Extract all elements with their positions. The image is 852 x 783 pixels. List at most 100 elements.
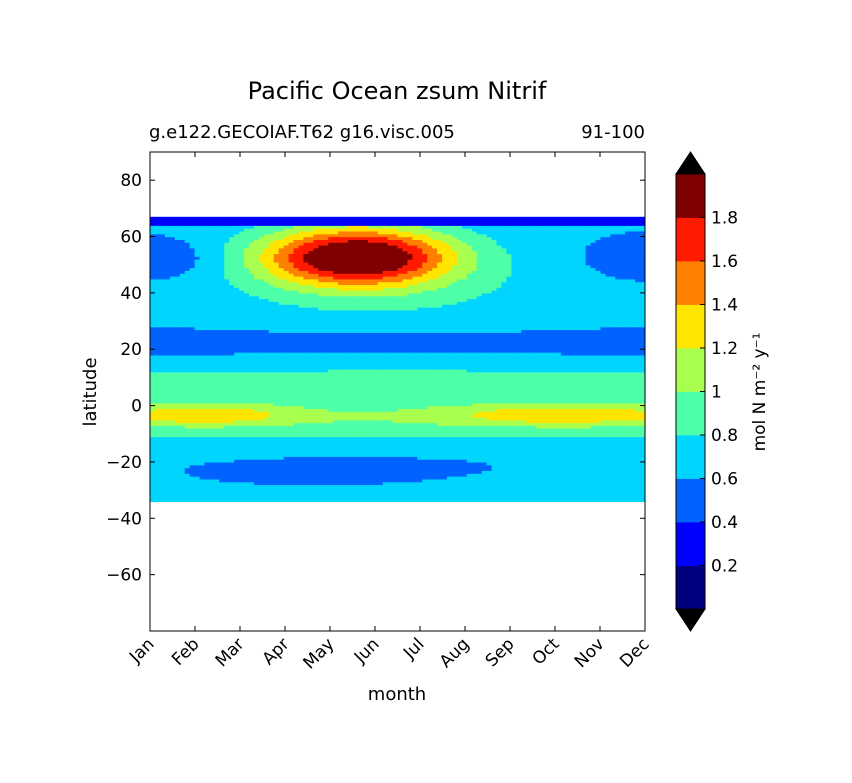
contour-cell [258, 495, 265, 500]
contour-cell [150, 470, 156, 474]
contour-cell [600, 490, 606, 494]
contour-cell [437, 408, 443, 412]
contour-cell [491, 388, 498, 393]
contour-cell [511, 416, 517, 421]
contour-cell [239, 397, 245, 401]
contour-cell [635, 397, 641, 401]
contour-cell [481, 419, 488, 424]
contour-cell [204, 377, 210, 381]
contour-cell [620, 425, 626, 429]
contour-cell [159, 399, 166, 404]
contour-cell [605, 461, 611, 466]
contour-cell [417, 419, 423, 424]
contour-cell [323, 495, 329, 500]
contour-cell [486, 445, 493, 449]
contour-cell [249, 430, 255, 435]
contour-cell [303, 405, 309, 410]
contour-cell [333, 408, 339, 412]
contour-cell [565, 439, 572, 443]
contour-cell [511, 461, 517, 466]
contour-cell [367, 411, 374, 415]
contour-cell [229, 377, 235, 381]
contour-cell [560, 360, 567, 364]
contour-cell [422, 377, 428, 381]
contour-cell [224, 360, 230, 364]
contour-cell [491, 445, 498, 449]
contour-cell [377, 399, 384, 404]
contour-cell [179, 476, 186, 480]
contour-cell [244, 481, 250, 486]
contour-cell [536, 371, 542, 376]
contour-cell [239, 459, 245, 463]
contour-cell [318, 445, 324, 449]
contour-cell [174, 428, 181, 432]
contour-cell [253, 391, 260, 395]
contour-cell [521, 408, 527, 412]
contour-cell [521, 476, 527, 480]
contour-cell [328, 473, 334, 477]
contour-cell [422, 366, 428, 370]
contour-cell [328, 447, 334, 452]
contour-cell [491, 391, 498, 395]
contour-cell [491, 380, 498, 384]
contour-cell [263, 422, 270, 426]
contour-cell [209, 380, 215, 384]
contour-cell [541, 380, 547, 384]
contour-cell [600, 445, 606, 449]
contour-cell [640, 402, 645, 407]
contour-cell [283, 439, 290, 443]
contour-cell [476, 422, 483, 426]
contour-cell [585, 453, 592, 457]
contour-cell [640, 453, 645, 457]
contour-cell [357, 414, 364, 418]
contour-cell [194, 492, 201, 497]
contour-cell [362, 447, 369, 452]
contour-cell [362, 374, 369, 379]
contour-cell [466, 470, 473, 474]
contour-cell [521, 383, 527, 387]
contour-cell [506, 399, 512, 404]
contour-cell [258, 484, 265, 488]
contour-cell [184, 459, 191, 463]
contour-cell [343, 478, 349, 483]
contour-cell [531, 430, 537, 435]
contour-cell [476, 439, 483, 443]
contour-cell [194, 439, 201, 443]
contour-cell [244, 453, 250, 457]
contour-cell [496, 478, 503, 483]
contour-cell [268, 439, 275, 443]
contour-cell [496, 476, 503, 480]
contour-cell [169, 490, 176, 494]
contour-cell [318, 484, 324, 488]
contour-cell [501, 442, 507, 446]
contour-cell [333, 456, 339, 460]
contour-cell [343, 470, 349, 474]
contour-cell [303, 478, 309, 483]
contour-cell [298, 383, 305, 387]
contour-cell [407, 405, 413, 410]
contour-cell [357, 385, 364, 390]
contour-cell [427, 461, 433, 466]
contour-cell [570, 450, 577, 455]
contour-cell [357, 371, 364, 376]
contour-cell [615, 481, 621, 486]
contour-cell [437, 453, 443, 457]
contour-cell [610, 473, 616, 477]
contour-cell [278, 476, 285, 480]
contour-cell [451, 445, 458, 449]
contour-cell [219, 402, 225, 407]
contour-cell [550, 459, 557, 463]
contour-cell [471, 363, 478, 367]
contour-cell [575, 439, 582, 443]
contour-cell [516, 380, 522, 384]
contour-cell [179, 391, 186, 395]
contour-cell [387, 380, 394, 384]
contour-cell [189, 425, 196, 429]
contour-cell [630, 492, 636, 497]
contour-cell [590, 433, 597, 438]
contour-cell [244, 391, 250, 395]
contour-cell [343, 487, 349, 491]
contour-cell [214, 371, 220, 376]
contour-cell [150, 408, 156, 412]
contour-cell [412, 456, 418, 460]
